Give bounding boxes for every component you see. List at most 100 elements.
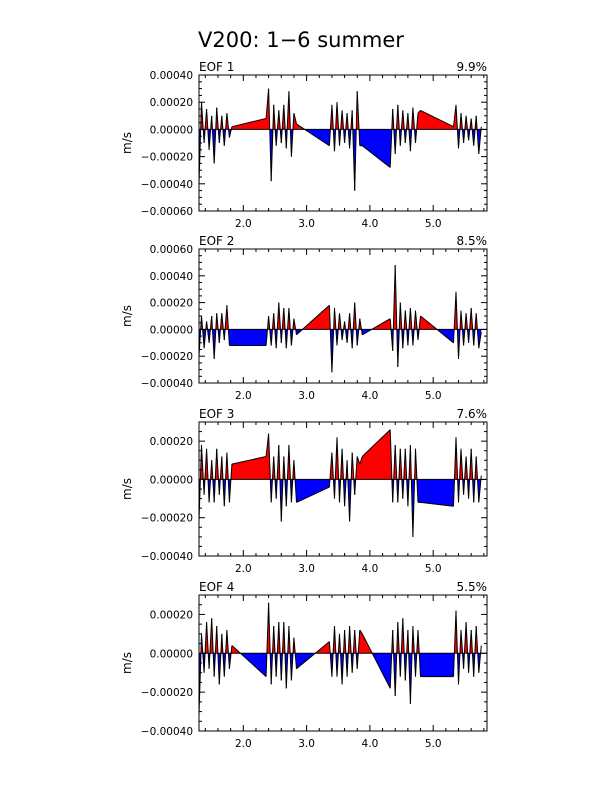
y-tick-label: 0.00020 — [150, 97, 193, 109]
y-tick-label: 0.00020 — [150, 298, 193, 310]
series-line-segment — [392, 444, 396, 503]
plot-frame — [198, 248, 488, 384]
series-line-segment — [478, 332, 482, 349]
series-line-segment — [201, 315, 205, 349]
series-line-segment — [331, 307, 335, 373]
series-line-segment — [213, 313, 218, 359]
series-line-segment — [218, 633, 223, 685]
series-line-segment — [208, 115, 213, 150]
series-line-segment — [453, 104, 457, 127]
series-line-segment — [356, 91, 361, 146]
series-line-segment — [275, 444, 280, 499]
series-line-segment — [339, 110, 343, 146]
y-tick-label: 0.00040 — [150, 70, 193, 82]
series-line-segment — [285, 91, 290, 149]
series-line-segment — [283, 307, 287, 349]
y-tick-label: −0.00020 — [141, 513, 193, 525]
series-line-segment — [478, 475, 482, 503]
series-line-segment — [404, 448, 409, 507]
series-line-segment — [455, 104, 459, 149]
plot-frame — [198, 74, 488, 212]
series-line-segment — [288, 307, 292, 346]
series-line-segment — [341, 629, 346, 685]
series-line-segment — [270, 104, 275, 182]
series-line-segment — [344, 460, 348, 507]
series-line-segment — [412, 107, 416, 144]
series-line-segment — [455, 437, 459, 503]
series-line-segment — [216, 448, 220, 495]
series-line-segment — [344, 113, 348, 144]
series-line-segment — [465, 313, 470, 343]
series-line-segment — [278, 622, 282, 681]
y-tick-label: 0.00000 — [150, 474, 193, 486]
y-tick-label: −0.00020 — [141, 152, 193, 164]
series-line-segment — [339, 313, 343, 341]
series-line-segment — [359, 318, 363, 335]
series-line-segment — [280, 622, 285, 681]
series-line-segment — [275, 622, 280, 677]
series-line-segment — [399, 110, 404, 146]
series-line-segment — [328, 641, 333, 677]
series-line-segment — [402, 448, 406, 499]
x-tick-label: 3.0 — [298, 563, 315, 575]
series-line-segment — [399, 302, 404, 349]
y-tick-label: 0.00000 — [150, 648, 193, 660]
series-line-segment — [206, 321, 210, 343]
series-line-segment — [280, 104, 285, 144]
series-line-segment — [458, 310, 462, 359]
series-line-segment — [231, 645, 267, 677]
series-line-segment — [346, 460, 351, 522]
series-line-segment — [392, 265, 396, 351]
series-line-segment — [397, 104, 401, 146]
series-line-segment — [346, 626, 351, 677]
x-tick-label: 3.0 — [298, 738, 315, 750]
series-line-segment — [417, 315, 421, 341]
series-line-segment — [468, 448, 472, 499]
y-tick-label: 0.00040 — [150, 271, 193, 283]
series-line-segment — [458, 448, 462, 503]
series-line-segment — [226, 305, 230, 346]
series-line-segment — [453, 610, 457, 677]
series-line-segment — [470, 118, 475, 146]
series-line-segment — [218, 313, 223, 343]
series-line-segment — [278, 444, 282, 522]
series-line-segment — [412, 310, 416, 346]
series-line-segment — [213, 448, 218, 503]
y-axis-label: m/s — [120, 652, 134, 674]
series-line-segment — [206, 448, 210, 503]
y-tick-label: −0.00020 — [141, 351, 193, 363]
series-line-segment — [221, 633, 225, 677]
series-line-segment — [389, 108, 394, 168]
positive-area — [199, 88, 482, 130]
x-tick-label: 3.0 — [298, 390, 315, 402]
x-tick-label: 5.0 — [425, 738, 442, 750]
series-line-segment — [478, 645, 482, 673]
series-line-segment — [341, 448, 346, 507]
series-line-segment — [283, 104, 287, 149]
y-tick-label: −0.00040 — [141, 551, 193, 563]
series-line-segment — [268, 315, 272, 346]
series-line-segment — [394, 444, 399, 503]
series-line-segment — [268, 433, 272, 503]
series-line-segment — [221, 456, 225, 507]
eof-panel-4: −0.00040 −0.00020 0.00000 0.00020 2.0 3.0 4.0 5… — [120, 580, 488, 750]
series-line-segment — [203, 321, 208, 349]
y-axis-label: m/s — [120, 132, 134, 154]
series-line-segment — [463, 456, 467, 495]
series-line-segment — [296, 486, 330, 503]
series-line-segment — [412, 448, 416, 537]
figure-title: V200: 1−6 summer — [198, 28, 404, 52]
series-line-segment — [470, 448, 475, 503]
series-line-segment — [278, 302, 282, 343]
series-line-segment — [275, 302, 280, 349]
series-line-segment — [460, 310, 465, 346]
series-line-segment — [265, 433, 270, 457]
series-line-segment — [389, 318, 394, 351]
series-line-segment — [216, 626, 220, 685]
x-tick-label: 4.0 — [362, 218, 379, 230]
series-line-segment — [290, 460, 295, 503]
series-line-segment — [475, 313, 480, 349]
series-line-segment — [409, 444, 414, 537]
series-line-segment — [463, 622, 467, 669]
